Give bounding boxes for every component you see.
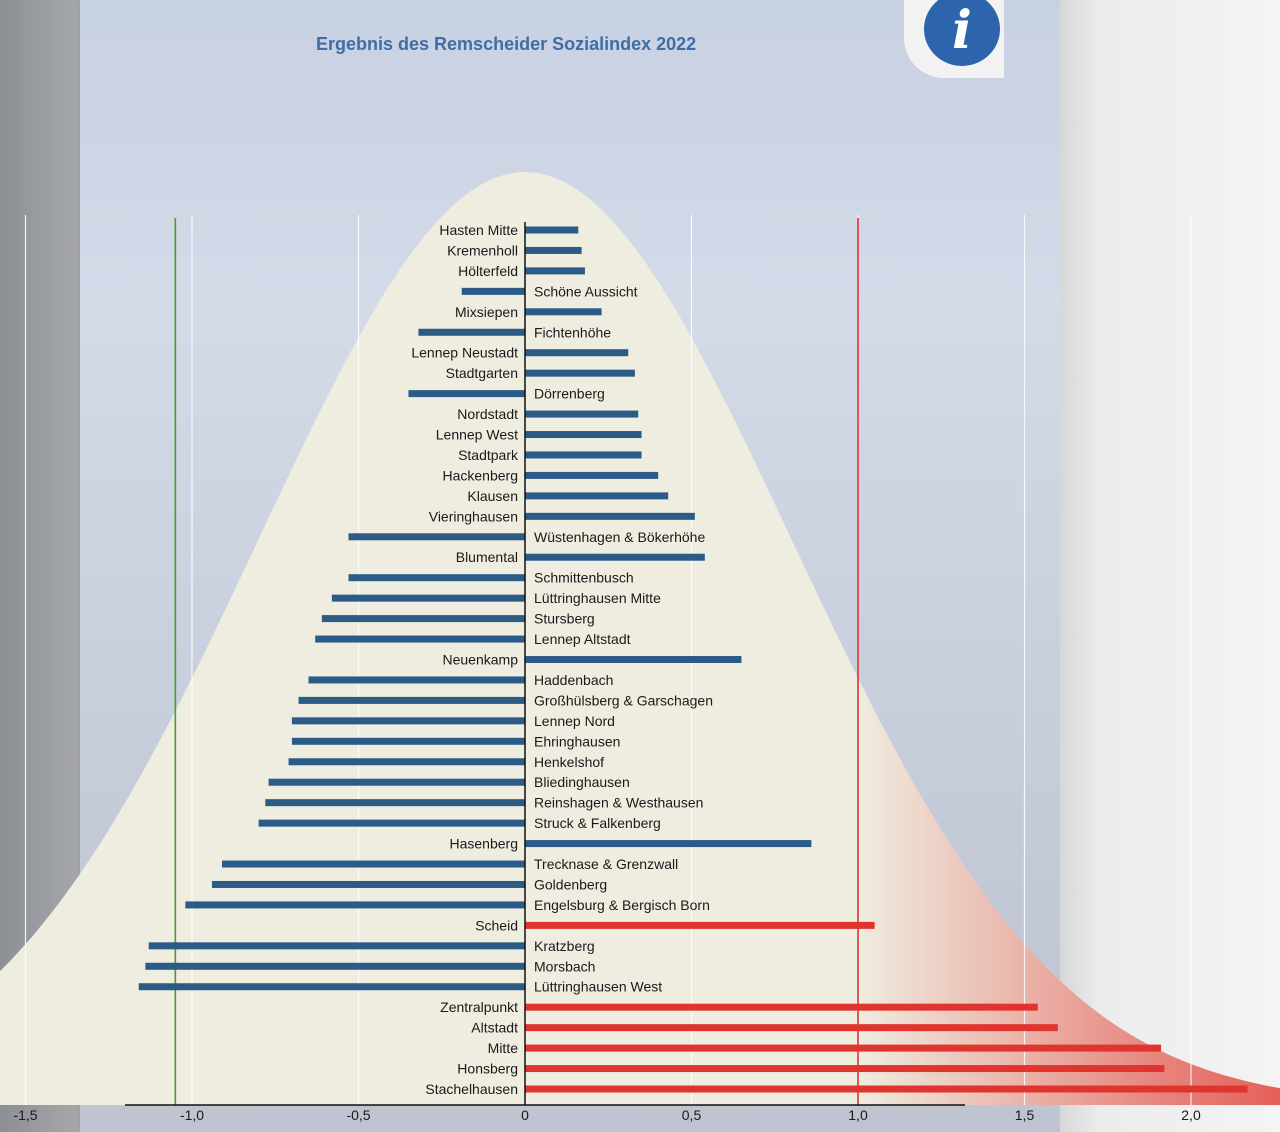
category-label: Lennep Nord <box>534 713 615 729</box>
bar-13 <box>525 492 669 500</box>
category-label: Kratzberg <box>534 938 595 954</box>
category-label: Hölterfeld <box>458 263 518 279</box>
category-label: Goldenberg <box>534 876 607 892</box>
bar-34 <box>525 921 875 929</box>
category-label: Henkelshof <box>534 754 604 770</box>
category-label: Scheid <box>475 917 518 933</box>
x-tick-label: 2,0 <box>1181 1107 1201 1123</box>
bar-18 <box>331 594 525 602</box>
x-tick-label: 0,5 <box>682 1107 702 1123</box>
bar-38 <box>525 1003 1038 1011</box>
category-label: Lennep Altstadt <box>534 631 631 647</box>
bar-15 <box>348 533 525 541</box>
category-label: Zentralpunkt <box>440 999 518 1015</box>
category-label: Lüttringhausen West <box>534 979 662 995</box>
category-label: Schöne Aussicht <box>534 283 638 299</box>
bar-7 <box>525 369 635 377</box>
bar-11 <box>525 451 642 459</box>
bar-26 <box>288 758 525 766</box>
bar-14 <box>525 512 695 520</box>
bar-17 <box>348 574 525 582</box>
category-label: Hasenberg <box>450 836 519 852</box>
bar-23 <box>298 696 525 704</box>
bar-4 <box>525 308 602 316</box>
bar-27 <box>268 778 525 786</box>
bar-5 <box>418 328 525 336</box>
category-label: Stursberg <box>534 611 595 627</box>
bar-39 <box>525 1024 1058 1032</box>
category-label: Mitte <box>488 1040 519 1056</box>
bar-20 <box>315 635 525 643</box>
bar-6 <box>525 349 629 357</box>
bar-0 <box>525 226 579 234</box>
bar-37 <box>138 983 525 991</box>
bar-10 <box>525 431 642 439</box>
category-label: Engelsburg & Bergisch Born <box>534 897 710 913</box>
category-label: Bliedinghausen <box>534 774 630 790</box>
category-label: Kremenholl <box>447 242 518 258</box>
bar-33 <box>185 901 525 909</box>
bar-3 <box>461 287 525 295</box>
bar-29 <box>258 819 525 827</box>
bar-1 <box>525 246 582 254</box>
bar-24 <box>291 717 525 725</box>
category-label: Struck & Falkenberg <box>534 815 661 831</box>
category-label: Haddenbach <box>534 672 613 688</box>
category-label: Ehringhausen <box>534 733 620 749</box>
category-label: Stachelhausen <box>425 1081 518 1097</box>
bar-30 <box>525 840 812 848</box>
category-label: Klausen <box>467 488 518 504</box>
x-tick-label: -1,0 <box>180 1107 204 1123</box>
category-label: Neuenkamp <box>443 652 519 668</box>
bar-2 <box>525 267 585 275</box>
bar-41 <box>525 1065 1165 1073</box>
bar-22 <box>308 676 525 684</box>
bar-21 <box>525 656 742 663</box>
bar-9 <box>525 410 639 418</box>
bar-40 <box>525 1044 1162 1052</box>
category-label: Fichtenhöhe <box>534 324 611 340</box>
bar-8 <box>408 390 525 398</box>
category-label: Lennep West <box>436 427 518 443</box>
x-tick-label: 1,0 <box>848 1107 868 1123</box>
category-label: Hasten Mitte <box>439 222 518 238</box>
adjacent-page <box>1060 0 1280 1132</box>
category-label: Morsbach <box>534 958 595 974</box>
bar-25 <box>291 737 525 745</box>
category-label: Vieringhausen <box>429 508 518 524</box>
x-tick-label: 1,5 <box>1015 1107 1035 1123</box>
category-label: Trecknase & Grenzwall <box>534 856 678 872</box>
bar-35 <box>148 942 525 950</box>
bar-32 <box>211 880 526 888</box>
category-label: Honsberg <box>457 1061 518 1077</box>
category-label: Mixsiepen <box>455 304 518 320</box>
bar-42 <box>525 1085 1248 1093</box>
chart-title: Ergebnis des Remscheider Sozialindex 202… <box>316 34 697 54</box>
category-label: Großhülsberg & Garschagen <box>534 692 713 708</box>
category-label: Lennep Neustadt <box>411 345 518 361</box>
category-label: Stadtpark <box>458 447 519 463</box>
category-label: Nordstadt <box>457 406 518 422</box>
bar-31 <box>221 860 525 868</box>
category-label: Schmittenbusch <box>534 570 634 586</box>
category-label: Lüttringhausen Mitte <box>534 590 661 606</box>
category-label: Reinshagen & Westhausen <box>534 795 703 811</box>
info-icon: i <box>924 0 1000 66</box>
bar-36 <box>145 962 525 970</box>
category-label: Blumental <box>456 549 518 565</box>
category-label: Dörrenberg <box>534 386 605 402</box>
bar-12 <box>525 471 659 479</box>
category-label: Wüstenhagen & Bökerhöhe <box>534 529 705 545</box>
x-tick-label: -0,5 <box>346 1107 370 1123</box>
bar-16 <box>525 553 705 561</box>
category-label: Hackenberg <box>443 467 519 483</box>
category-label: Altstadt <box>471 1020 518 1036</box>
x-tick-label: -1,5 <box>13 1107 37 1123</box>
x-tick-label: 0 <box>521 1107 529 1123</box>
bar-28 <box>265 799 525 807</box>
category-label: Stadtgarten <box>446 365 518 381</box>
bar-19 <box>321 615 525 623</box>
